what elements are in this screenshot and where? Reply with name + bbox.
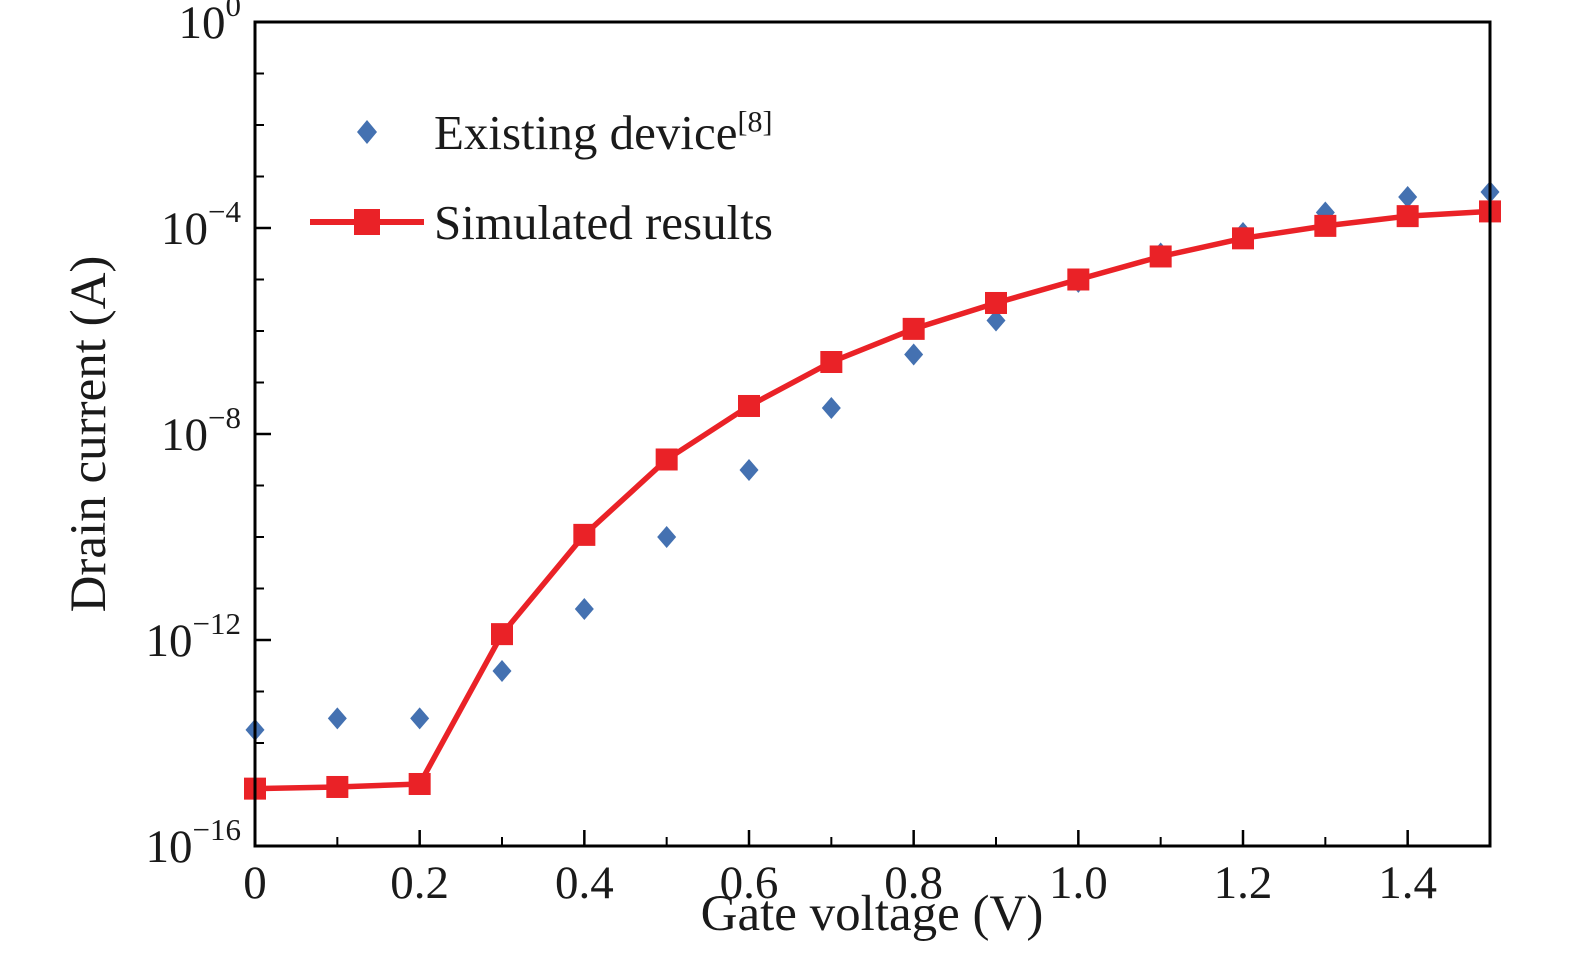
data-point-square	[1067, 268, 1090, 291]
legend-text-existing-device: Existing device	[434, 104, 738, 160]
data-point-square	[1149, 245, 1172, 268]
series-line-1	[254, 208, 1491, 792]
y-tick-label: 10−16	[146, 812, 241, 873]
square-line-marker-icon	[310, 209, 424, 235]
data-point-square	[738, 394, 760, 417]
data-point-diamond	[821, 396, 841, 419]
data-point-square	[985, 291, 1007, 314]
legend-item-existing-device: Existing device[8]	[308, 92, 773, 172]
data-point-diamond	[986, 309, 1006, 332]
data-point-square	[902, 317, 925, 340]
data-point-square	[326, 775, 349, 798]
data-point-square	[1232, 227, 1254, 250]
y-tick-label: 100	[179, 0, 242, 49]
chart-legend: Existing device[8] Simulated results	[308, 92, 773, 262]
x-tick-label: 1.2	[1214, 857, 1273, 909]
data-point-diamond	[1398, 185, 1418, 208]
y-tick-label: 10−4	[161, 194, 241, 255]
legend-item-simulated-results: Simulated results	[308, 182, 773, 262]
x-tick-label: 0	[243, 857, 267, 909]
data-point-square	[655, 448, 678, 471]
x-tick-label: 0.2	[390, 857, 449, 909]
data-point-diamond	[492, 660, 512, 683]
data-point-diamond	[327, 707, 347, 730]
x-axis-title: Gate voltage (V)	[701, 886, 1044, 942]
data-point-square	[573, 523, 596, 546]
data-point-diamond	[904, 343, 924, 366]
data-point-diamond	[410, 707, 430, 730]
x-tick-label: 1.0	[1049, 857, 1108, 909]
x-tick-label: 0.6	[720, 857, 779, 909]
data-point-square	[1396, 205, 1419, 228]
x-tick-label: 0.4	[555, 857, 614, 909]
data-point-square	[820, 351, 843, 374]
x-tick-label: 1.4	[1378, 857, 1437, 909]
plot-frame	[253, 20, 1492, 848]
legend-label-existing-device: Existing device[8]	[434, 104, 773, 160]
y-tick-label: 10−8	[161, 400, 241, 461]
x-tick-label: 0.8	[884, 857, 943, 909]
data-point-square	[408, 772, 431, 795]
y-axis-title: Drain current (A)	[61, 256, 117, 613]
diamond-marker-icon	[357, 120, 377, 144]
legend-text-simulated-results: Simulated results	[434, 194, 773, 250]
data-point-diamond	[574, 597, 594, 620]
legend-label-simulated-results: Simulated results	[434, 198, 773, 247]
data-point-square	[491, 623, 513, 646]
data-point-diamond	[739, 458, 759, 481]
legend-citation-superscript: [8]	[737, 105, 773, 139]
y-tick-label: 10−12	[146, 606, 241, 667]
data-point-square	[1314, 214, 1337, 237]
data-point-diamond	[657, 526, 677, 548]
